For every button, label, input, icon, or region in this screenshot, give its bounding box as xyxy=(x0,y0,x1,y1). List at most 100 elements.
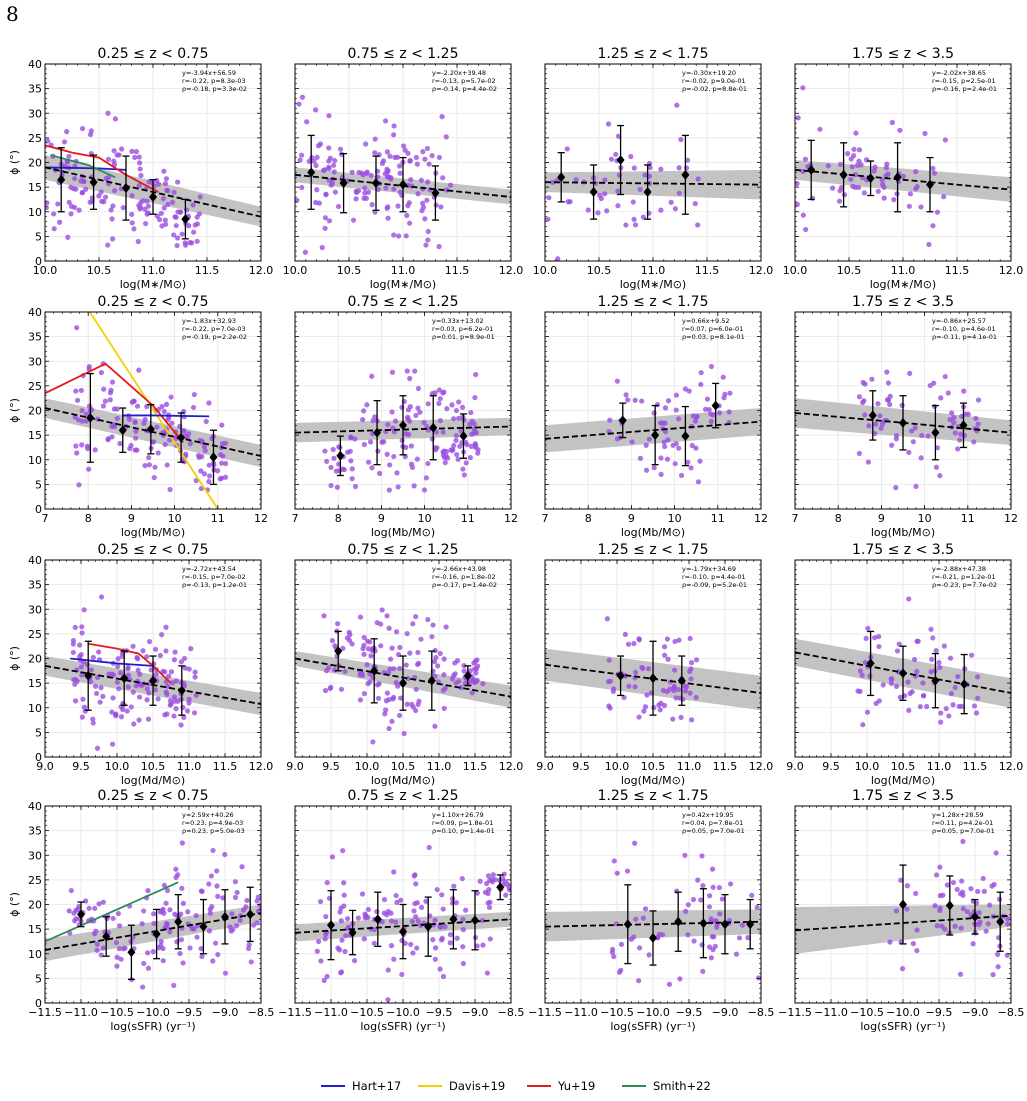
data-point xyxy=(329,854,336,860)
data-point xyxy=(441,656,447,662)
x-tick-label: 9 xyxy=(128,512,135,525)
data-point xyxy=(629,439,635,445)
data-point xyxy=(331,162,337,168)
data-point xyxy=(370,417,376,424)
x-tick-label: 12 xyxy=(504,512,518,525)
data-point xyxy=(414,945,420,951)
data-point xyxy=(98,594,105,600)
data-point xyxy=(384,149,390,155)
data-point xyxy=(502,878,508,885)
data-point xyxy=(928,669,934,675)
data-point xyxy=(685,902,691,908)
data-point xyxy=(210,847,216,854)
x-tick-label: −10.0 xyxy=(136,1006,170,1019)
data-point xyxy=(173,866,179,872)
binned-median-marker xyxy=(931,675,940,686)
data-point xyxy=(349,169,355,175)
data-point xyxy=(486,886,492,893)
data-point xyxy=(166,673,172,679)
data-point xyxy=(110,672,117,678)
data-point xyxy=(344,916,351,922)
data-point xyxy=(51,211,57,217)
data-point xyxy=(362,185,368,191)
data-point xyxy=(137,206,143,212)
data-point xyxy=(144,697,150,703)
data-point xyxy=(436,243,442,250)
data-point xyxy=(113,712,119,718)
data-point xyxy=(324,458,330,464)
x-tick-label: 11 xyxy=(461,512,475,525)
data-point xyxy=(480,681,486,687)
data-point xyxy=(375,695,382,701)
data-point xyxy=(391,453,397,460)
data-point xyxy=(938,719,944,725)
data-point xyxy=(349,466,355,472)
data-point xyxy=(472,441,478,447)
data-point xyxy=(660,420,666,426)
y-tick-label: 35 xyxy=(28,825,42,838)
data-point xyxy=(564,146,570,152)
x-tick-label: 12 xyxy=(1004,512,1018,525)
data-point xyxy=(930,223,936,229)
data-point xyxy=(411,908,417,914)
y-tick-label: 0 xyxy=(35,503,42,516)
data-point xyxy=(84,443,90,449)
data-point xyxy=(92,447,98,453)
data-point xyxy=(136,717,142,723)
data-point xyxy=(219,460,225,466)
data-point xyxy=(676,637,682,643)
panel-title: 0.75 ≤ z < 1.25 xyxy=(348,46,459,62)
data-point xyxy=(214,868,220,874)
data-point xyxy=(357,697,364,703)
data-point xyxy=(942,137,948,143)
data-point xyxy=(913,186,919,192)
x-tick-label: 8 xyxy=(835,512,842,525)
data-point xyxy=(146,462,153,468)
binned-median-marker xyxy=(681,431,690,442)
data-point xyxy=(879,421,886,427)
data-point xyxy=(672,206,678,212)
data-point xyxy=(125,672,132,678)
plot-area xyxy=(295,94,511,255)
data-point xyxy=(411,483,417,489)
data-point xyxy=(929,656,935,662)
binned-median-marker xyxy=(372,178,380,189)
data-point xyxy=(112,188,118,194)
x-tick-label: −11.0 xyxy=(564,1006,598,1019)
data-point xyxy=(720,374,726,380)
binned-median-marker xyxy=(643,187,652,198)
data-point xyxy=(340,848,346,854)
binned-median-marker xyxy=(960,679,969,690)
data-point xyxy=(145,888,151,894)
page-number: 8 xyxy=(6,2,19,26)
x-tick-label: 10.0 xyxy=(33,264,58,277)
data-point xyxy=(74,325,80,331)
data-point xyxy=(388,910,394,916)
data-point xyxy=(386,487,392,493)
data-point xyxy=(708,955,714,961)
binned-median-marker xyxy=(557,172,566,183)
data-point xyxy=(105,156,112,162)
x-tick-label: 12.0 xyxy=(249,264,274,277)
data-point xyxy=(378,621,384,627)
data-point xyxy=(79,407,85,414)
data-point xyxy=(45,205,50,211)
data-point xyxy=(173,706,179,712)
data-point xyxy=(322,215,329,221)
plot-area xyxy=(45,594,261,751)
data-point xyxy=(695,222,701,228)
data-point xyxy=(460,466,466,472)
data-point xyxy=(364,402,370,408)
fit-annotation-line: ρ=-0.18, p=3.3e-02 xyxy=(182,85,247,93)
data-point xyxy=(94,745,101,751)
data-point xyxy=(460,916,466,922)
data-point xyxy=(688,666,694,672)
binned-median-marker xyxy=(120,673,129,684)
data-point xyxy=(457,443,463,449)
data-point xyxy=(374,682,381,688)
binned-median-marker xyxy=(623,919,632,930)
data-point xyxy=(83,898,89,904)
binned-median-marker xyxy=(449,914,458,925)
data-point xyxy=(597,192,603,198)
data-point xyxy=(887,939,893,945)
